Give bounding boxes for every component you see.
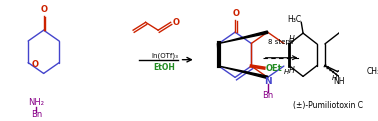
Text: H₃C: H₃C — [287, 15, 301, 24]
Polygon shape — [217, 43, 220, 66]
Polygon shape — [219, 31, 268, 43]
Text: OEt: OEt — [266, 64, 282, 73]
Text: 8 steps: 8 steps — [268, 39, 293, 45]
Polygon shape — [219, 66, 268, 79]
Text: NH₂: NH₂ — [28, 98, 45, 107]
Text: O: O — [32, 60, 39, 69]
Text: H: H — [332, 75, 337, 81]
Text: NH: NH — [333, 77, 345, 86]
Text: N: N — [264, 77, 271, 86]
Text: O: O — [232, 9, 239, 18]
Text: H: H — [289, 66, 295, 75]
Text: H: H — [284, 69, 289, 76]
Text: O: O — [41, 5, 48, 14]
Text: (±)-Pumiliotoxin C: (±)-Pumiliotoxin C — [293, 101, 363, 110]
Text: O: O — [172, 18, 180, 27]
Text: H: H — [289, 34, 295, 44]
Text: CH₃: CH₃ — [367, 67, 378, 76]
Text: EtOH: EtOH — [153, 63, 175, 72]
Text: Bn: Bn — [31, 110, 42, 119]
Text: Bn: Bn — [262, 91, 273, 100]
Text: In(OTf)₃: In(OTf)₃ — [151, 53, 178, 59]
